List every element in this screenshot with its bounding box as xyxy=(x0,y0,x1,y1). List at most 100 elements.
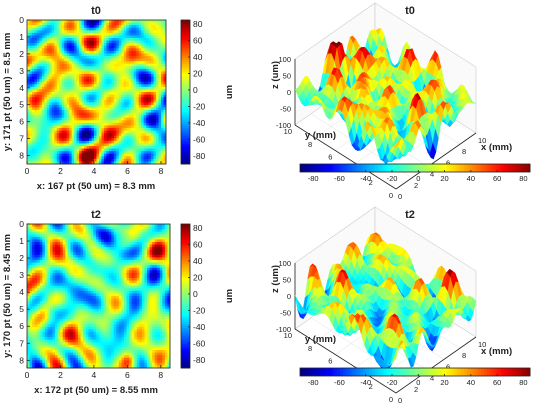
heatmap-cell xyxy=(56,158,60,162)
heatmap-cell xyxy=(143,89,147,93)
heatmap-cell xyxy=(44,288,48,292)
heatmap-cell xyxy=(49,20,53,23)
heatmap-cell xyxy=(163,66,167,70)
heatmap-cell xyxy=(56,146,60,149)
heatmap-cell xyxy=(103,148,107,152)
heatmap-cell xyxy=(34,301,38,305)
heatmap-cell xyxy=(49,56,53,59)
heatmap-cell xyxy=(106,102,110,106)
heatmap-cell xyxy=(108,158,112,162)
heatmap-cell xyxy=(108,117,112,121)
heatmap-cell xyxy=(46,140,50,144)
heatmap-cell xyxy=(39,319,43,323)
heatmap-cell xyxy=(27,138,30,142)
heatmap-cell xyxy=(42,314,46,317)
heatmap-cell xyxy=(46,38,50,41)
colorbar-segment xyxy=(181,112,190,115)
heatmap-cell xyxy=(131,148,135,152)
heatmap-cell xyxy=(118,50,122,54)
heatmap-cell xyxy=(44,117,48,121)
heatmap-cell xyxy=(106,97,110,101)
heatmap-cell xyxy=(131,27,135,31)
heatmap-cell xyxy=(54,79,58,83)
heatmap-cell xyxy=(39,257,43,261)
heatmap-cell xyxy=(54,102,58,106)
heatmap-cell xyxy=(111,107,115,111)
colorbar-segment xyxy=(181,64,190,67)
heatmap-cell xyxy=(54,117,58,121)
heatmap-cell xyxy=(146,125,149,129)
heatmap-cell xyxy=(121,22,125,26)
heatmap-cell xyxy=(61,102,65,106)
heatmap-cell xyxy=(89,133,92,137)
heatmap-cell xyxy=(44,247,48,251)
heatmap-cell xyxy=(133,43,137,47)
heatmap-cell xyxy=(69,25,73,29)
heatmap-cell xyxy=(49,357,53,361)
heatmap-cell xyxy=(111,104,115,108)
heatmap-cell xyxy=(49,236,53,240)
colorbar-segment xyxy=(181,38,190,41)
heatmap-cell xyxy=(39,58,43,62)
heatmap-cell xyxy=(49,352,53,356)
heatmap-cell xyxy=(74,45,77,49)
heatmap-cell xyxy=(29,120,33,124)
heatmap-cell xyxy=(49,290,53,294)
heatmap-cell xyxy=(136,122,140,126)
colorbar-segment xyxy=(181,46,190,49)
heatmap-cell xyxy=(29,301,33,305)
colorbar-segment xyxy=(354,164,358,172)
heatmap-cell xyxy=(44,32,48,36)
heatmap-cell xyxy=(42,283,46,287)
heatmap-cell xyxy=(44,303,48,307)
heatmap-cell xyxy=(86,25,90,29)
heatmap-cell xyxy=(98,102,102,106)
heatmap-cell xyxy=(161,125,164,129)
heatmap-cell xyxy=(32,247,36,251)
heatmap-cell xyxy=(116,84,120,88)
heatmap-cell xyxy=(156,63,159,67)
heatmap-cell xyxy=(151,140,154,144)
heatmap-cell xyxy=(34,53,38,57)
heatmap-cell xyxy=(98,138,102,142)
heatmap-cell xyxy=(61,25,65,29)
heatmap-cell xyxy=(133,122,137,126)
heatmap-cell xyxy=(42,288,46,292)
heatmap-cell xyxy=(108,71,112,75)
colorbar-segment xyxy=(181,130,190,133)
heatmap-cell xyxy=(32,332,36,335)
heatmap-cell xyxy=(96,117,100,121)
heatmap-cell xyxy=(131,138,135,142)
heatmap-cell xyxy=(146,140,149,144)
heatmap-cell xyxy=(138,35,142,39)
heatmap-cell xyxy=(136,66,140,70)
heatmap-cell xyxy=(54,156,58,160)
heatmap-cell xyxy=(27,84,30,88)
heatmap-cell xyxy=(94,94,97,98)
colorbar-segment xyxy=(337,164,341,172)
heatmap-cell xyxy=(44,308,48,312)
heatmap-cell xyxy=(32,226,36,230)
heatmap-cell xyxy=(29,76,33,80)
heatmap-cell xyxy=(133,22,137,26)
heatmap-cell xyxy=(64,92,68,95)
heatmap-cell xyxy=(103,92,107,95)
heatmap-cell xyxy=(148,110,152,113)
heatmap-cell xyxy=(49,234,53,238)
heatmap-cell xyxy=(111,153,115,157)
heatmap-cell xyxy=(31,122,35,126)
heatmap-cell xyxy=(64,125,68,129)
heatmap-cell xyxy=(41,27,45,31)
heatmap-cell xyxy=(69,79,73,83)
heatmap-cell xyxy=(32,239,36,243)
heatmap-cell xyxy=(98,38,102,41)
heatmap-cell xyxy=(163,117,167,121)
heatmap-cell xyxy=(71,140,75,144)
heatmap-cell xyxy=(151,99,154,103)
colorbar-segment xyxy=(181,30,190,33)
heatmap-cell xyxy=(61,45,65,49)
heatmap-cell xyxy=(86,40,90,44)
heatmap-cell xyxy=(141,107,145,111)
heatmap-cell xyxy=(54,138,58,142)
colorbar-tick-label: 80 xyxy=(193,19,203,29)
